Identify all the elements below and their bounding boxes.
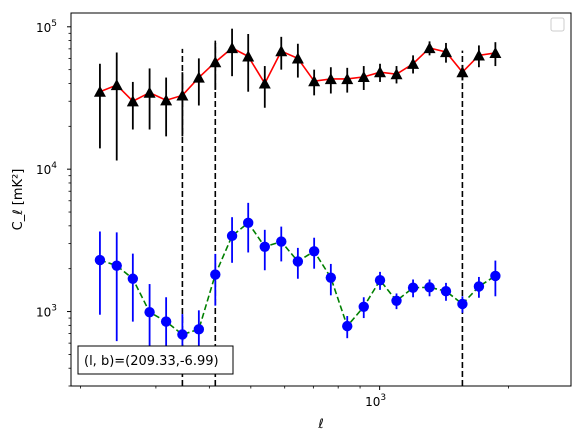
series-2-point-20: [407, 282, 419, 293]
series-2-point-11: [259, 241, 270, 252]
series-1-point-3: [126, 95, 139, 107]
series-2-point-2: [111, 260, 122, 271]
series-2-point-23: [457, 298, 468, 310]
series-2-point-15: [325, 272, 337, 283]
series-1-point-19: [390, 68, 403, 80]
series-2-point-24: [473, 281, 485, 292]
series-2-point-5: [160, 316, 172, 327]
series-2-point-9: [226, 230, 238, 242]
series-1-point-7: [192, 71, 205, 83]
series-2-point-19: [391, 295, 402, 306]
y-axis-label: C_ℓ [mK²]: [11, 169, 26, 231]
series-2-point-22: [440, 285, 452, 297]
series-2-point-17: [358, 301, 369, 312]
series-1-point-2: [110, 79, 123, 91]
y-tick-label-3: 105: [36, 19, 57, 35]
series-1-point-20: [407, 57, 420, 69]
series-2-point-10: [243, 217, 254, 229]
axes: [70, 12, 572, 387]
series-2-point-4: [144, 306, 155, 318]
series-2-point-14: [308, 246, 320, 257]
annotation-box: (l, b)=(209.33,-6.99): [77, 345, 234, 375]
x-axis-label: ℓ: [317, 417, 323, 432]
series-2-point-1: [94, 254, 106, 266]
series-1-point-14: [308, 75, 321, 87]
series-2-point-18: [374, 275, 386, 286]
axis-labels: ℓ C_ℓ [mK²]: [11, 169, 324, 432]
y-tick-label-2: 104: [36, 161, 57, 177]
series-1-point-5: [160, 94, 173, 106]
x-tick-label-1: 103: [365, 393, 386, 409]
series-1-point-10: [242, 50, 255, 62]
series-1-point-18: [374, 66, 387, 78]
series-1-point-24: [472, 49, 485, 61]
data-markers: [93, 41, 502, 340]
series-2-point-12: [276, 236, 287, 247]
axes-frame: [70, 12, 572, 387]
annotation-frame: [77, 345, 234, 375]
series-1-point-21: [423, 41, 436, 54]
series-1-point-16: [341, 72, 354, 85]
series-1-point-6: [176, 89, 189, 101]
series-1-point-9: [226, 41, 239, 54]
series-1-point-13: [291, 52, 304, 64]
series-1-point-15: [324, 72, 337, 85]
series-2-point-25: [490, 270, 501, 282]
series-1-point-25: [489, 46, 502, 59]
series-1-point-22: [439, 46, 452, 58]
plot-area: [71, 13, 571, 386]
series-1-point-1: [93, 85, 106, 97]
series-1-point-11: [258, 77, 271, 89]
annotation-text: (l, b)=(209.33,-6.99): [84, 354, 219, 369]
legend-box: [550, 17, 565, 32]
series-2-point-7: [193, 324, 205, 335]
series-1-point-8: [209, 56, 222, 68]
series-2-point-6: [177, 329, 188, 340]
series-1-point-17: [357, 70, 370, 82]
series-1-point-23: [456, 66, 469, 78]
series-2-point-21: [424, 282, 435, 293]
series-1-point-12: [275, 45, 288, 57]
y-tick-label-1: 103: [36, 304, 57, 320]
plot-background: [71, 13, 571, 386]
legend: [550, 17, 565, 32]
series-2-point-16: [342, 320, 353, 332]
series-2-point-3: [127, 273, 139, 284]
series-2-point-8: [210, 269, 221, 280]
series-1-point-4: [143, 86, 156, 98]
series-2-point-13: [292, 256, 304, 267]
